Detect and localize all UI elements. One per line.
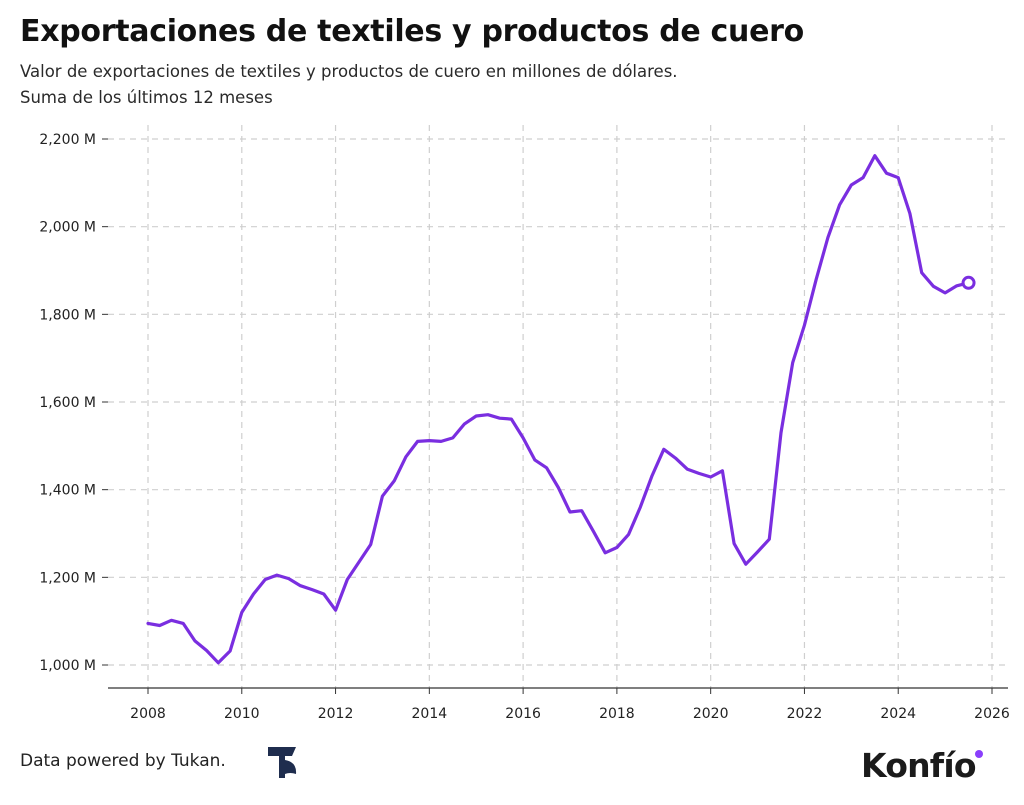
x-tick-label: 2010 — [224, 706, 260, 722]
x-tick-label: 2008 — [130, 706, 166, 722]
x-tick-label: 2020 — [693, 706, 729, 722]
grid-lines — [108, 125, 1008, 688]
series-line — [146, 154, 971, 665]
x-tick-label: 2014 — [412, 706, 448, 722]
y-tick-label: 1,800 M — [39, 307, 96, 323]
brand-logo-dot — [975, 750, 983, 758]
chart-subtitle-period: Suma de los últimos 12 meses — [20, 88, 273, 107]
tukan-logo-icon — [268, 747, 297, 778]
x-tick-label: 2016 — [505, 706, 541, 722]
line-chart: 1,000 M 1,200 M 1,400 M 1,600 M 1,800 M 2,000… — [39, 125, 1010, 722]
y-tick-label: 1,200 M — [39, 570, 96, 586]
y-tick-label: 2,200 M — [39, 132, 96, 148]
x-tick-label: 2022 — [787, 706, 823, 722]
brand-logo: Konfío — [861, 746, 977, 785]
last-point-marker — [961, 275, 976, 290]
axes — [102, 138, 1008, 694]
tick-labels: 1,000 M 1,200 M 1,400 M 1,600 M 1,800 M 2,000… — [39, 132, 1010, 722]
series-layer — [146, 154, 976, 665]
x-tick-label: 2024 — [880, 706, 916, 722]
data-credit: Data powered by Tukan. — [20, 751, 226, 771]
chart-subtitle: Valor de exportaciones de textiles y pro… — [20, 62, 678, 81]
y-tick-label: 1,600 M — [39, 395, 96, 411]
x-tick-label: 2012 — [318, 706, 354, 722]
x-tick-label: 2018 — [599, 706, 635, 722]
y-tick-label: 2,000 M — [39, 220, 96, 236]
y-tick-label: 1,400 M — [39, 483, 96, 499]
x-tick-label: 2026 — [974, 706, 1010, 722]
chart-title: Exportaciones de textiles y productos de… — [20, 14, 804, 49]
y-tick-label: 1,000 M — [39, 658, 96, 674]
